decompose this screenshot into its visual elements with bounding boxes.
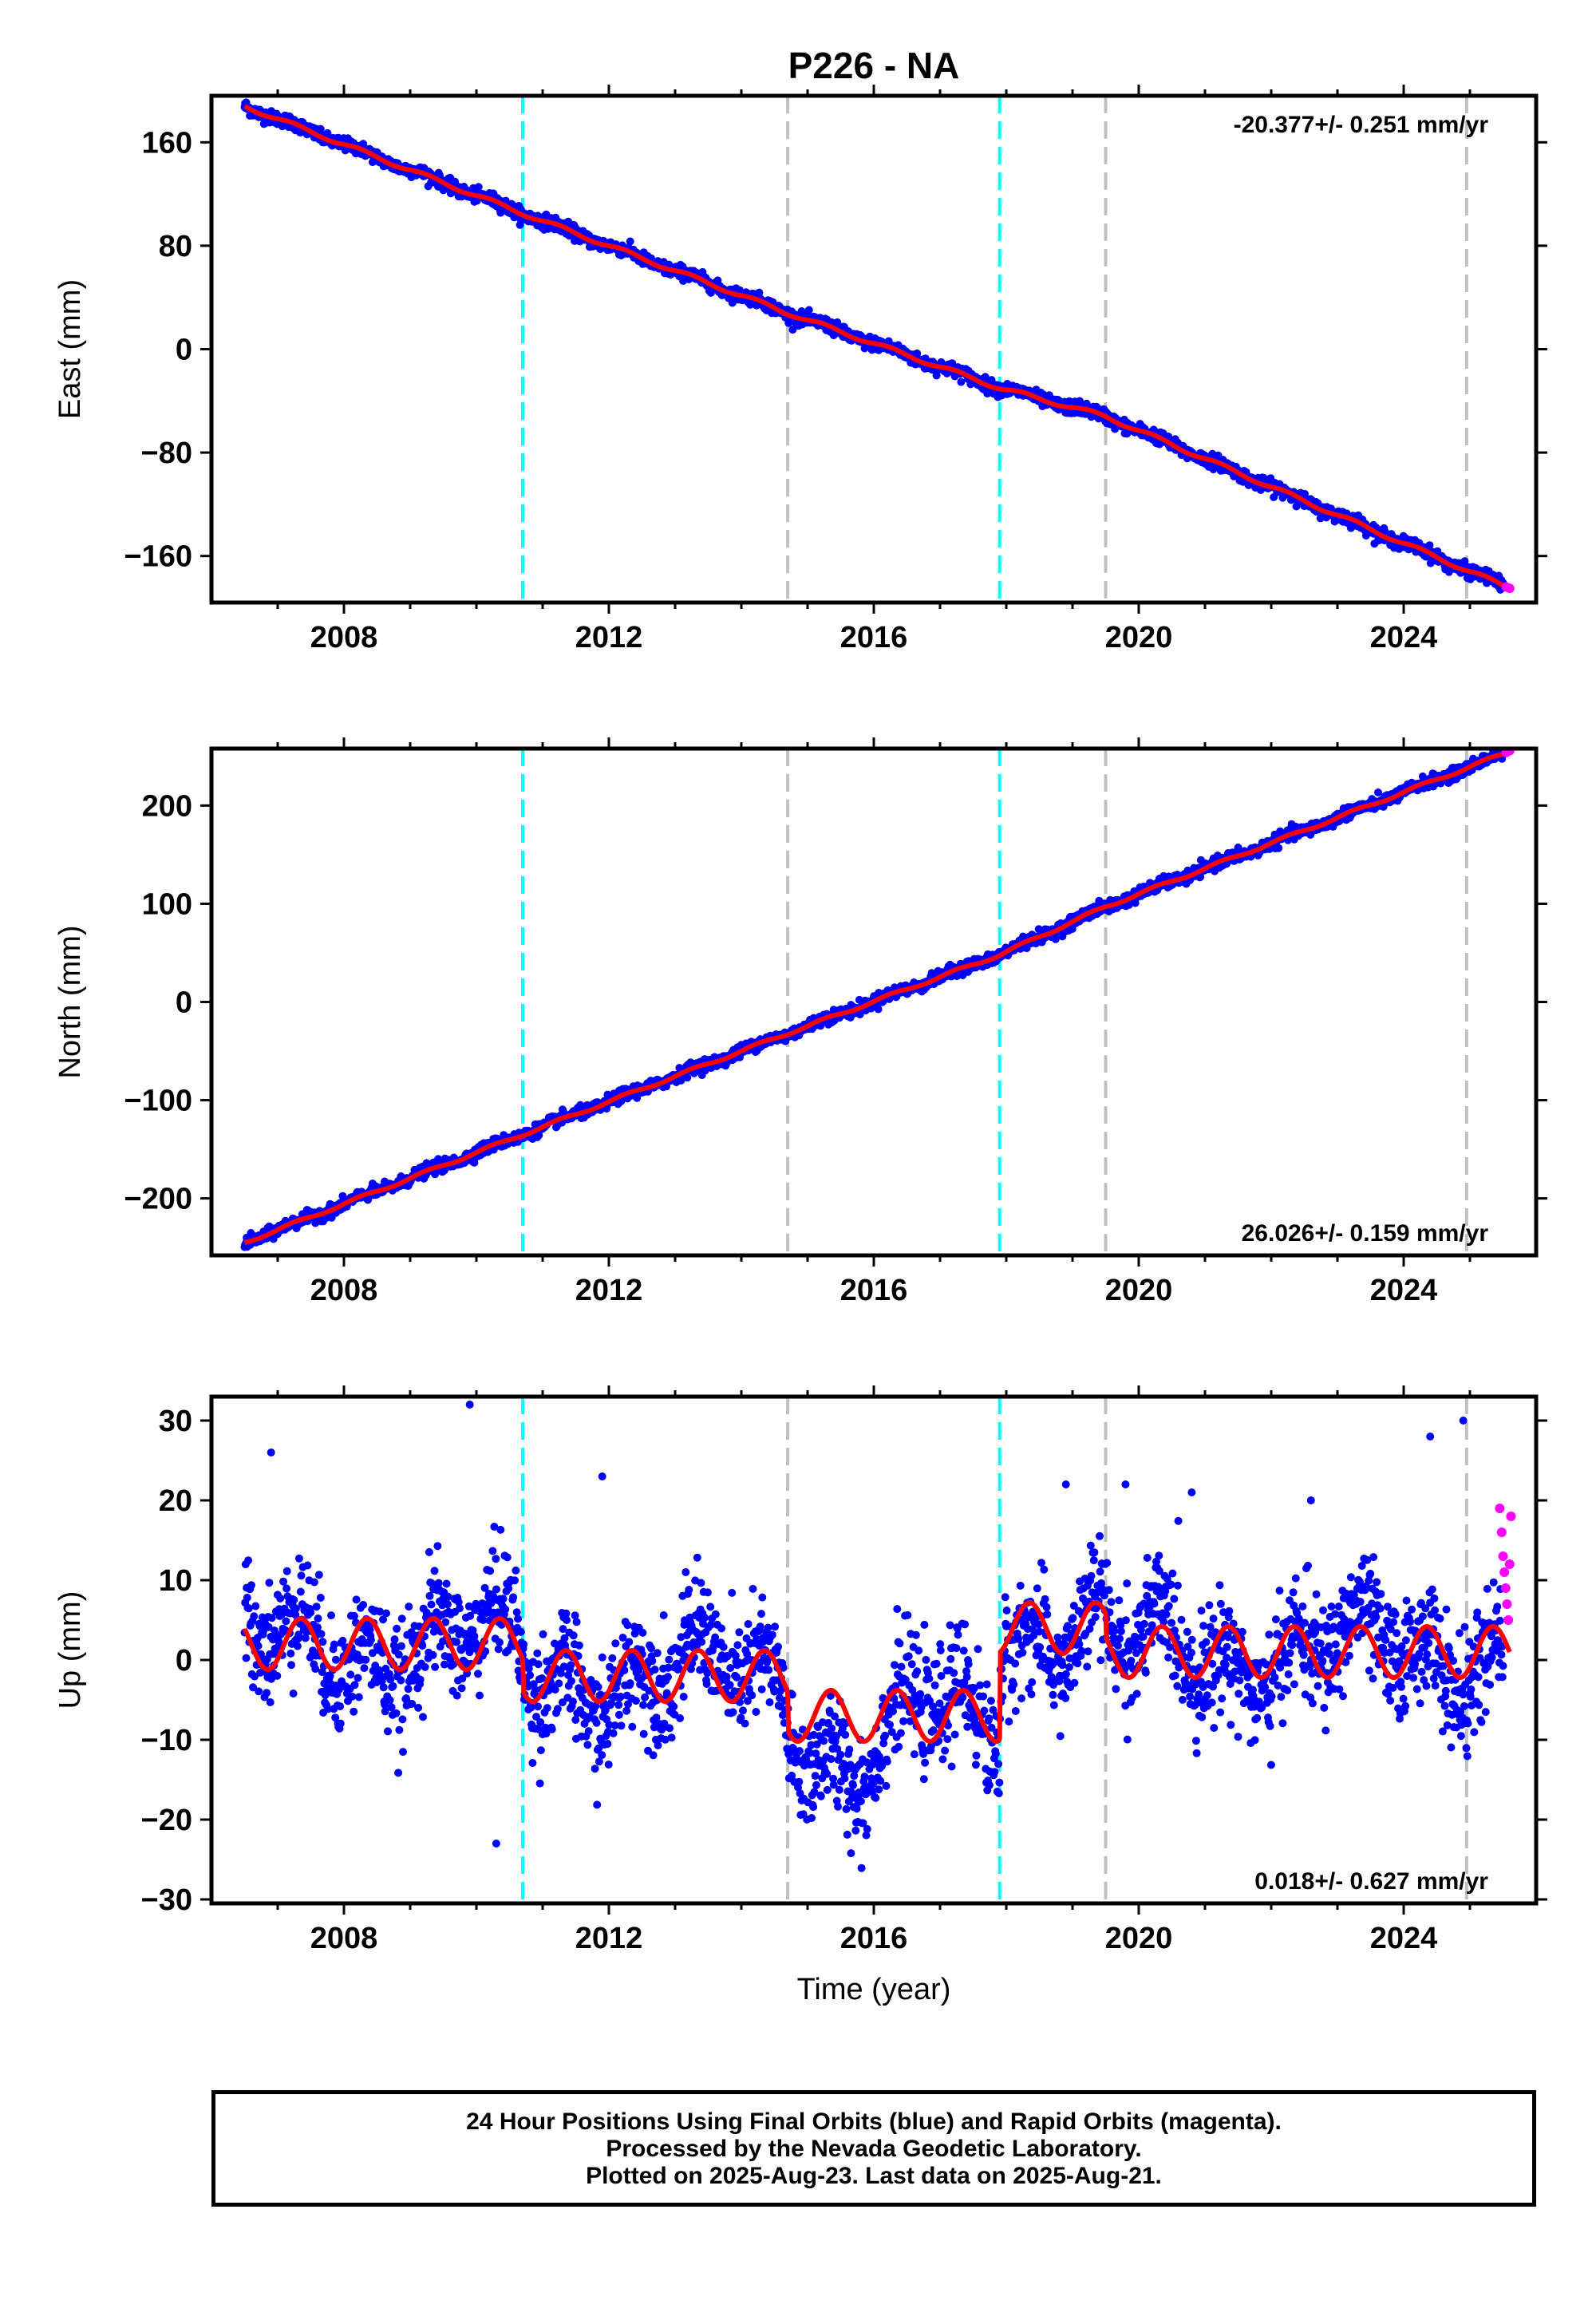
final-orbit-point xyxy=(804,306,813,314)
y-tick-label: 100 xyxy=(142,887,192,921)
final-orbit-point xyxy=(474,183,483,192)
final-orbit-point xyxy=(249,1683,257,1692)
final-orbit-point xyxy=(1274,844,1283,852)
rate-annotation: -20.377+/- 0.251 mm/yr xyxy=(1234,112,1489,138)
final-orbit-point xyxy=(683,1073,692,1082)
plot-area xyxy=(240,749,1515,1255)
y-tick-label: 160 xyxy=(142,126,192,160)
final-orbit-point xyxy=(251,1672,259,1681)
final-orbit-point xyxy=(247,1581,255,1590)
final-orbit-points xyxy=(240,98,1507,594)
final-orbit-point xyxy=(470,1158,479,1167)
x-tick-label: 2016 xyxy=(840,1274,908,1307)
panel-east: 2008 2012 2016 2020 2024 160 80 0 −80 −160 East (m… xyxy=(53,85,1547,654)
model-fit-line xyxy=(243,749,1511,1245)
final-orbit-point xyxy=(243,1594,251,1602)
final-orbit-points xyxy=(240,749,1507,1251)
x-tick-label: 2012 xyxy=(575,621,643,654)
final-orbit-point xyxy=(250,1612,259,1621)
figure-title: P226 - NA xyxy=(788,45,960,86)
x-tick-label: 2024 xyxy=(1370,621,1438,654)
x-tick-label: 2024 xyxy=(1370,1274,1438,1307)
plot-area xyxy=(240,1397,1516,1903)
y-axis-label: East (mm) xyxy=(53,279,87,419)
x-tick-label: 2012 xyxy=(575,1274,643,1307)
rate-annotation: 26.026+/- 0.159 mm/yr xyxy=(1242,1220,1489,1247)
panels-container: 2008 2012 2016 2020 2024 160 80 0 −80 −160 East (m… xyxy=(53,85,1547,2006)
final-orbit-point xyxy=(316,124,325,133)
final-orbit-point xyxy=(874,1005,883,1014)
final-orbit-point xyxy=(244,1604,253,1613)
y-tick-label: −160 xyxy=(124,540,192,574)
final-orbit-point xyxy=(1425,541,1434,550)
final-orbit-point xyxy=(254,1642,263,1650)
final-orbit-point xyxy=(251,1602,260,1611)
final-orbit-point xyxy=(258,1613,267,1622)
final-orbit-point xyxy=(1374,788,1382,796)
x-tick-label: 2016 xyxy=(840,621,908,654)
y-tick-label: −100 xyxy=(124,1085,192,1118)
rapid-orbit-point xyxy=(1504,583,1515,594)
y-tick-label: 0 xyxy=(176,334,192,367)
panel-north: 2008 2012 2016 2020 2024 200 100 0 −100 −200 North… xyxy=(53,737,1547,1307)
final-orbit-point xyxy=(1234,844,1242,852)
final-orbit-point xyxy=(957,377,966,386)
final-orbit-point xyxy=(626,237,634,246)
final-orbit-point xyxy=(244,1556,253,1565)
y-tick-label: −200 xyxy=(124,1183,192,1216)
final-orbit-point xyxy=(255,1687,263,1696)
x-tick-label: 2008 xyxy=(310,1274,378,1307)
y-tick-label: −80 xyxy=(141,437,192,470)
final-orbit-point xyxy=(242,1654,251,1662)
y-tick-label: 80 xyxy=(159,230,192,263)
final-orbit-point xyxy=(359,140,368,148)
y-axis-label: North (mm) xyxy=(53,925,87,1078)
final-orbit-point xyxy=(788,326,797,334)
x-tick-label: 2020 xyxy=(1105,1274,1173,1307)
y-tick-label: 200 xyxy=(142,789,192,823)
y-tick-label: 0 xyxy=(176,986,192,1020)
final-orbit-point xyxy=(1460,557,1469,566)
final-orbit-point xyxy=(256,1668,265,1677)
plot-area xyxy=(240,96,1515,603)
x-tick-label: 2020 xyxy=(1105,621,1173,654)
x-tick-label: 2008 xyxy=(310,621,378,654)
final-orbit-points xyxy=(240,1401,1507,1872)
model-fit-line xyxy=(243,104,1511,592)
